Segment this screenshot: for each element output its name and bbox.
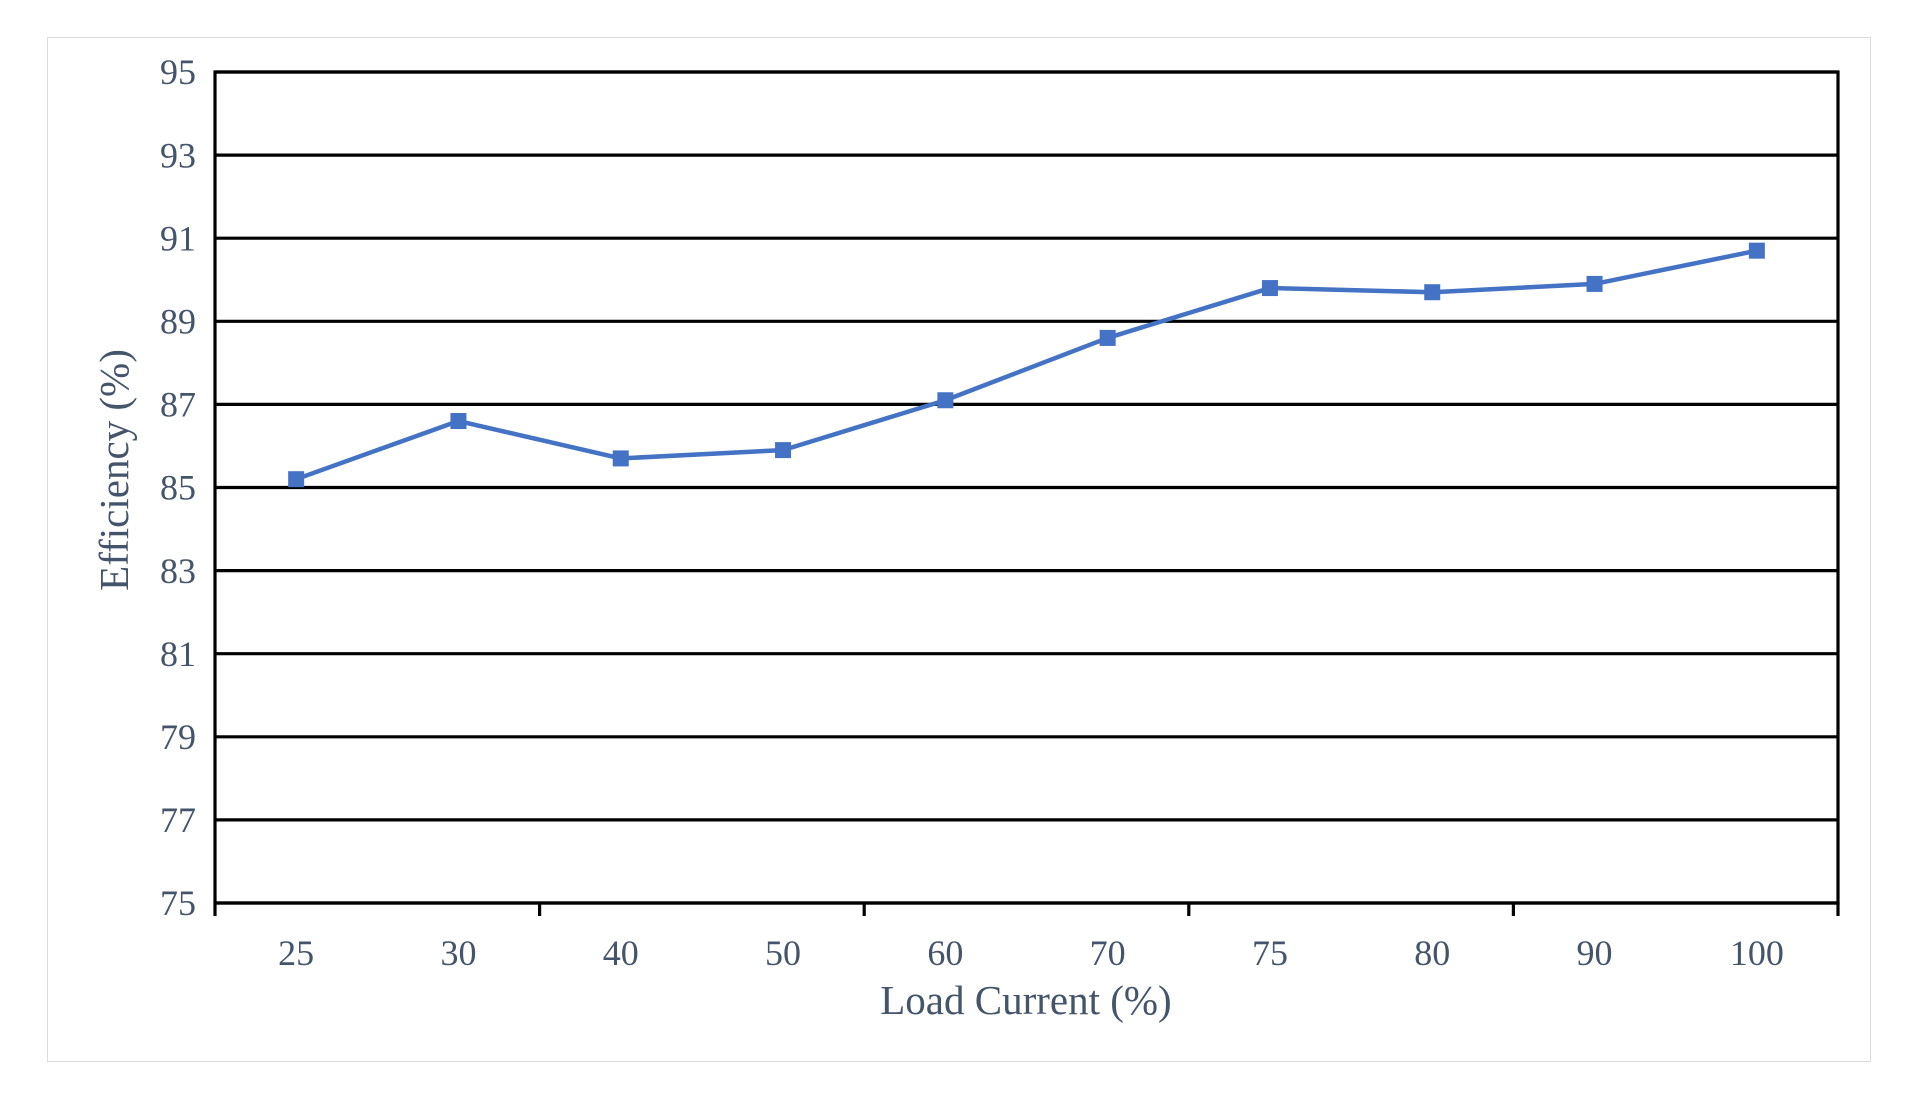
- data-point-marker-80: [1424, 284, 1441, 301]
- data-point-marker-70: [1099, 329, 1116, 346]
- x-tick-label: 70: [1090, 933, 1126, 973]
- x-tick-label: 80: [1414, 933, 1450, 973]
- y-tick-label: 81: [160, 634, 196, 674]
- data-point-marker-25: [288, 471, 305, 488]
- y-tick-label: 87: [160, 385, 196, 425]
- y-tick-label: 75: [160, 883, 196, 923]
- x-tick-label: 30: [440, 933, 476, 973]
- x-tick-label: 25: [278, 933, 314, 973]
- y-tick-label: 85: [160, 468, 196, 508]
- data-point-marker-75: [1261, 280, 1278, 297]
- x-tick-label: 40: [603, 933, 639, 973]
- chart-frame: [47, 37, 1871, 1062]
- y-tick-label: 93: [160, 135, 196, 175]
- y-tick-label: 79: [160, 717, 196, 757]
- y-tick-label: 89: [160, 302, 196, 342]
- plot-border: [213, 70, 1840, 905]
- data-point-marker-40: [612, 450, 629, 467]
- y-tick-label: 95: [160, 52, 196, 92]
- y-tick-label: 83: [160, 551, 196, 591]
- x-tick-label: 60: [927, 933, 963, 973]
- y-tick-label: 77: [160, 800, 196, 840]
- efficiency-series-line: [295, 248, 1758, 482]
- data-point-marker-50: [775, 442, 792, 459]
- data-point-marker-100: [1748, 242, 1765, 259]
- x-tick-label: 100: [1730, 933, 1784, 973]
- data-point-marker-30: [450, 413, 467, 430]
- data-point-marker-90: [1586, 275, 1603, 292]
- x-axis-title: Load Current (%): [880, 977, 1171, 1023]
- x-tick-label: 90: [1577, 933, 1613, 973]
- y-tick-label: 91: [160, 218, 196, 258]
- x-tick-label: 75: [1252, 933, 1288, 973]
- y-axis-title: Efficiency (%): [91, 349, 137, 591]
- x-tick-label: 50: [765, 933, 801, 973]
- data-point-marker-60: [937, 392, 954, 409]
